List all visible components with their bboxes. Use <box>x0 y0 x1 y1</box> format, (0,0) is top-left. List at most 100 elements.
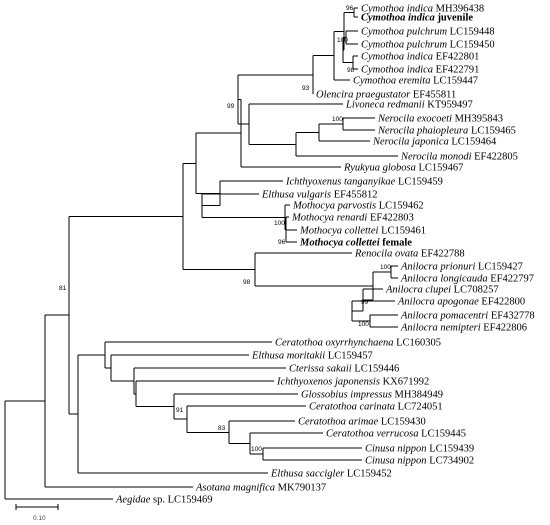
taxon-accession: LC159465 <box>468 126 516 137</box>
taxon-species: Cymothoa indica <box>361 13 435 24</box>
taxon-accession: LC159446 <box>352 364 400 375</box>
taxon-label: Anilocra nemipteri EF422806 <box>400 323 527 334</box>
taxon-label: Nerocila japonica LC159464 <box>372 137 497 148</box>
support-value: 100 <box>380 264 391 271</box>
taxon-label: Aegidae sp. LC159469 <box>115 495 213 506</box>
taxon-accession: sp. LC159469 <box>150 495 212 506</box>
taxon-accession: EF422801 <box>433 52 479 63</box>
taxon-label: Ichthyoxenos japonensis KX671992 <box>276 377 429 388</box>
taxon-label: Mothocya parvostis LC159462 <box>292 201 424 212</box>
taxon-label: Nerocila phaiopleura LC159465 <box>377 126 516 137</box>
taxon-accession: MH384949 <box>392 390 443 401</box>
taxon-label: Cymothoa indica EF422791 <box>361 65 479 76</box>
taxon-accession: LC159467 <box>416 163 464 174</box>
taxon-species: Cymothoa indica <box>361 52 433 63</box>
taxon-species: Nerocila japonica <box>372 137 449 148</box>
taxon-accession: EF422806 <box>481 323 527 334</box>
taxon-species: Cymothoa pulchrum <box>361 40 447 51</box>
taxon-label: Ryukyua globosa LC159467 <box>343 163 463 174</box>
taxon-accession: LC159450 <box>447 40 495 51</box>
support-value: 99 <box>361 299 369 306</box>
taxon-label: Cymothoa indica EF422801 <box>361 52 479 63</box>
taxon-species: Olencira praegustator <box>316 90 411 101</box>
support-value: 99 <box>227 103 235 110</box>
support-value: 96 <box>346 5 354 12</box>
taxon-accession: LC159448 <box>447 27 495 38</box>
taxon-accession: LC159427 <box>475 262 523 273</box>
taxon-accession: LC160305 <box>394 338 442 349</box>
tree-branches <box>4 7 398 500</box>
taxon-label: Cymothoa pulchrum LC159448 <box>361 27 495 38</box>
taxon-label-highlighted: Mothocya collettei female <box>299 238 412 249</box>
taxon-accession: KT959497 <box>425 100 473 111</box>
taxon-label: Nerocila exocoeti MH395843 <box>377 114 503 125</box>
support-value: 98 <box>347 67 355 74</box>
taxon-label: Asotana magnifica MK790137 <box>195 483 326 494</box>
taxon-label: Mothocya collettei LC159461 <box>299 226 426 237</box>
taxon-species: Nerocila phaiopleura <box>377 126 468 137</box>
scale-bar: 0.10 <box>15 504 59 522</box>
taxon-species: Cymothoa indica <box>361 4 433 15</box>
taxon-species: Ichthyoxenus tanganyikae <box>285 177 396 188</box>
taxon-species: Anilocra nemipteri <box>400 323 481 334</box>
support-value: 100 <box>337 37 348 44</box>
taxon-species: Cymothoa pulchrum <box>361 27 447 38</box>
taxon-species: Ryukyua globosa <box>343 163 416 174</box>
taxon-species: Ceratothoa arimae <box>298 417 379 428</box>
taxon-species: Ceratothoa oxyrrhynchaena <box>275 338 394 349</box>
taxon-accession: KX671992 <box>380 377 429 388</box>
taxon-species: Mothocya collettei <box>299 238 380 249</box>
taxon-accession: LC159447 <box>430 76 478 87</box>
taxon-species: Nerocila exocoeti <box>377 114 452 125</box>
taxon-label: Elthusa saccigler LC159452 <box>270 469 392 480</box>
taxon-species: Elthusa saccigler <box>270 469 345 480</box>
taxon-accession: female <box>380 238 413 249</box>
support-value: 98 <box>243 279 251 286</box>
taxon-species: Renocila ovata <box>354 249 418 260</box>
taxon-species: Nerocila monodi <box>400 152 472 163</box>
taxon-label-highlighted: Cymothoa indica juvenile <box>361 13 473 24</box>
taxon-accession: LC159430 <box>378 417 426 428</box>
taxon-label: Anilocra clupei LC708257 <box>385 285 499 296</box>
taxon-species: Cymothoa eremita <box>353 76 430 87</box>
taxon-species: Ichthyoxenos japonensis <box>276 377 380 388</box>
taxon-accession: LC159461 <box>378 226 426 237</box>
taxon-species: Asotana magnifica <box>195 483 275 494</box>
taxon-label: Cterissa sakaii LC159446 <box>289 364 399 375</box>
taxon-species: Cinusa nippon <box>365 444 427 455</box>
taxon-species: Glossobius impressus <box>301 390 392 401</box>
taxon-label: Ceratothoa oxyrrhynchaena LC160305 <box>275 338 441 349</box>
taxon-label: Elthusa moritakii LC159457 <box>251 351 373 362</box>
taxon-label: Ceratothoa carinata LC724051 <box>309 402 443 413</box>
taxon-accession: LC159439 <box>427 444 475 455</box>
taxon-accession: EF422788 <box>418 249 464 260</box>
taxon-species: Elthusa vulgaris <box>261 190 331 201</box>
taxon-accession: EF455812 <box>331 190 377 201</box>
taxon-label: Cymothoa eremita LC159447 <box>353 76 478 87</box>
taxon-species: Cinusa nippon <box>365 456 427 467</box>
taxon-label: Ceratothoa verrucosa LC159445 <box>326 429 466 440</box>
taxon-accession: LC708257 <box>451 285 499 296</box>
taxon-label: Renocila ovata EF422788 <box>354 249 465 260</box>
taxon-species: Ceratothoa verrucosa <box>326 429 418 440</box>
taxon-label: Ceratothoa arimae LC159430 <box>298 417 426 428</box>
support-value: 83 <box>218 425 226 432</box>
support-value: 100 <box>358 321 369 328</box>
taxon-accession: EF422803 <box>367 213 413 224</box>
scale-bar-label: 0.10 <box>33 515 46 522</box>
taxon-label: Cymothoa pulchrum LC159450 <box>361 40 495 51</box>
taxon-accession: LC734902 <box>427 456 475 467</box>
taxon-species: Ceratothoa carinata <box>309 402 395 413</box>
taxon-accession: MH395843 <box>452 114 503 125</box>
taxon-species: Anilocra longicauda <box>400 274 488 285</box>
taxon-label: Ichthyoxenus tanganyikae LC159459 <box>285 177 443 188</box>
taxon-accession: MH396438 <box>433 4 484 15</box>
taxon-species: Mothocya parvostis <box>292 201 376 212</box>
taxon-species: Aegidae <box>115 495 151 506</box>
taxon-accession: EF422805 <box>471 152 517 163</box>
support-value: 100 <box>274 220 285 227</box>
taxon-accession: LC159445 <box>418 429 466 440</box>
taxon-species: Livoneca redmanii <box>345 100 425 111</box>
